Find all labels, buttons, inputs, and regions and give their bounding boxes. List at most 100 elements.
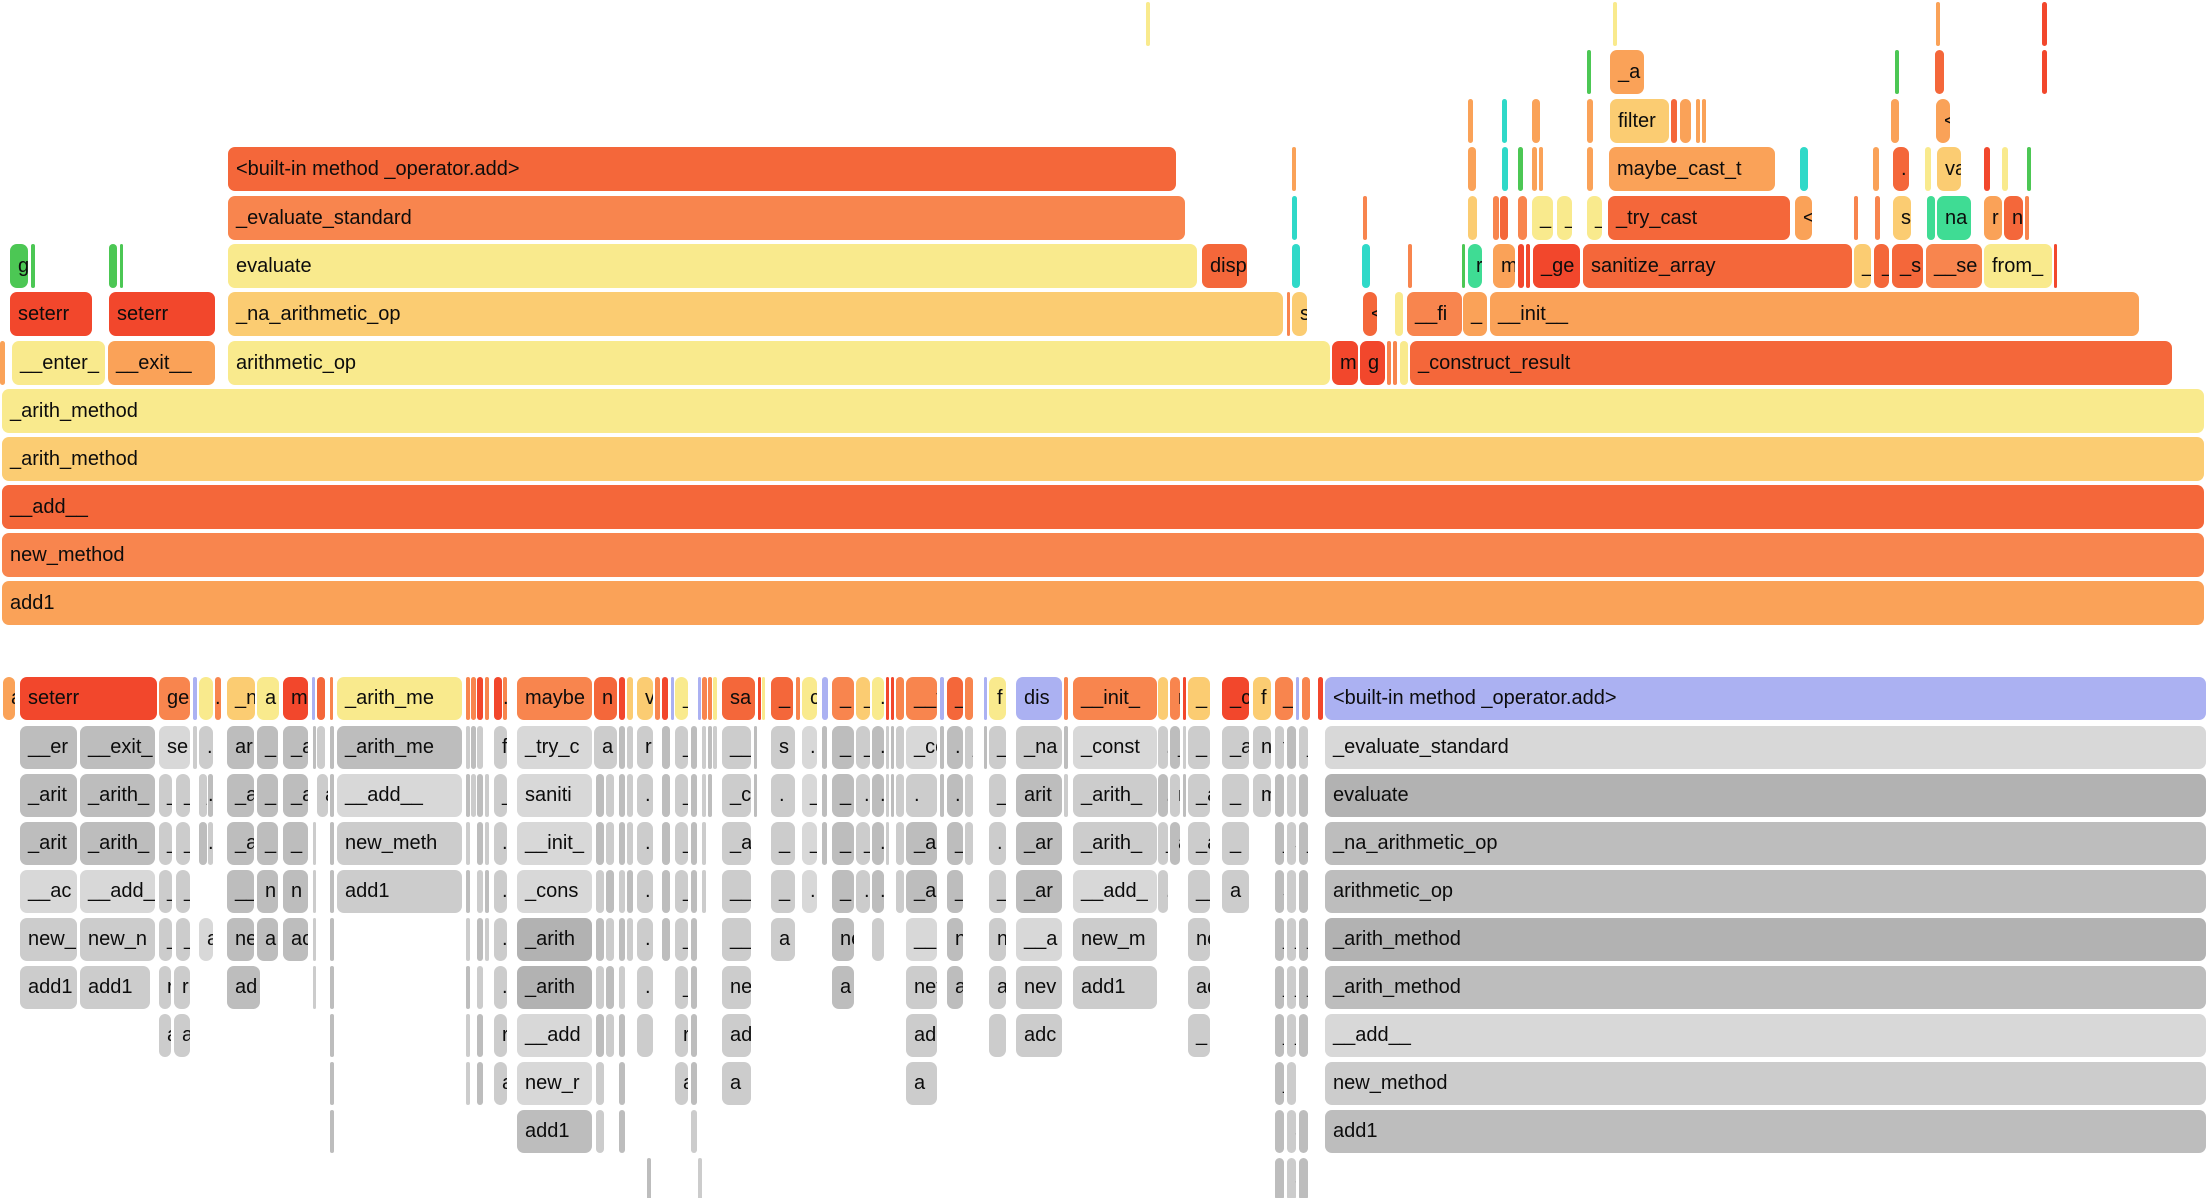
flame-frame-_co[interactable]: _co [906,726,937,769]
flame-frame[interactable] [477,677,483,720]
flame-frame-ne[interactable]: ne [947,918,963,961]
flame-frame-_[interactable]: _ [1299,726,1308,769]
flame-frame-builtinmethod_operatoradd[interactable]: <built-in method _operator.add> [1325,677,2206,720]
flame-frame-_[interactable]: _ [1275,1014,1284,1057]
flame-frame[interactable] [330,822,334,865]
flame-frame-arit[interactable]: arit [1016,774,1062,817]
flame-frame-_[interactable]: _ [1170,726,1180,769]
flame-frame-r[interactable]: r [1287,1062,1296,1105]
flame-frame-_[interactable]: _ [1299,966,1308,1009]
flame-frame-a[interactable]: a [1287,1110,1296,1153]
flame-frame[interactable] [662,918,670,961]
flame-frame[interactable] [671,677,674,720]
flame-frame-_[interactable]: _ [856,822,870,865]
flame-frame[interactable] [940,726,944,769]
flame-frame-[interactable]: . [1158,726,1168,769]
flame-frame-ac[interactable]: ac [283,918,308,961]
flame-frame-_[interactable]: _ [675,918,688,961]
flame-frame-s[interactable]: s [1292,292,1307,336]
flame-frame[interactable] [330,1062,334,1105]
flame-frame[interactable] [822,726,827,769]
flame-frame[interactable] [1539,147,1543,191]
flame-frame-[interactable]: . [208,774,213,817]
flame-frame-_[interactable]: _ [947,870,963,913]
flame-frame-[interactable]: . [1400,341,1408,385]
flame-frame-a[interactable]: a [832,966,854,1009]
flame-frame-[interactable]: . [965,774,973,817]
flame-frame-new_method[interactable]: new_method [1325,1062,2206,1105]
flame-frame-_[interactable]: _ [1874,244,1889,288]
flame-frame-add1[interactable]: add1 [1073,966,1157,1009]
flame-frame-n[interactable]: n [2004,196,2023,240]
flame-frame-_arith_method[interactable]: _arith_method [2,437,2204,481]
flame-frame[interactable] [1183,726,1186,769]
flame-frame-_[interactable]: _ [675,774,688,817]
flame-frame[interactable] [698,1158,702,1198]
flame-frame-_arit[interactable]: _arit [20,774,77,817]
flame-frame-__a[interactable]: __a [1016,918,1062,961]
flame-frame-[interactable]: . [662,822,670,865]
flame-frame[interactable] [313,822,316,865]
flame-frame[interactable] [477,1014,483,1057]
flame-frame-[interactable]: . [1299,774,1308,817]
flame-frame-_a[interactable]: _a [227,774,254,817]
flame-frame-r[interactable]: r [1287,726,1296,769]
flame-frame[interactable] [1696,99,1700,143]
flame-frame[interactable] [2025,196,2029,240]
flame-frame-s[interactable]: s [1275,870,1284,913]
flame-frame-[interactable]: . [856,774,870,817]
flame-frame-_arith_method[interactable]: _arith_method [1325,966,2206,1009]
flame-frame-__[interactable]: __ [1188,870,1210,913]
flame-frame[interactable] [691,726,697,769]
flame-frame-_[interactable]: _ [675,870,688,913]
flame-frame-a[interactable]: a [989,966,1006,1009]
flame-frame-nev[interactable]: nev [1016,966,1062,1009]
flame-frame-_[interactable]: _ [832,726,854,769]
flame-frame-__add_[interactable]: __add_ [80,870,155,913]
flame-frame[interactable] [606,870,614,913]
flame-frame[interactable] [494,677,502,720]
flame-frame[interactable] [1925,147,1931,191]
flame-frame-_[interactable]: _ [1287,966,1296,1009]
flame-frame[interactable] [1587,99,1593,143]
flame-frame-n[interactable]: n [1253,726,1271,769]
flame-frame-_[interactable]: _ [856,677,870,720]
flame-frame[interactable] [477,822,483,865]
flame-frame[interactable] [606,774,614,817]
flame-frame[interactable] [1387,341,1391,385]
flame-frame-v[interactable]: v [637,677,653,720]
flame-frame-new_meth[interactable]: new_meth [337,822,462,865]
flame-frame-_n[interactable]: _n [227,677,255,720]
flame-frame-_ar[interactable]: _ar [1016,870,1062,913]
flame-frame[interactable] [1468,196,1477,240]
flame-frame-a[interactable]: a [257,677,279,720]
flame-frame-_[interactable]: _ [1532,196,1553,240]
flame-frame-_arith_method[interactable]: _arith_method [2,389,2204,433]
flame-frame-__[interactable]: __ [722,870,751,913]
flame-frame[interactable] [466,870,470,913]
flame-frame[interactable] [647,1158,651,1198]
flame-frame[interactable] [466,822,470,865]
flame-frame-_[interactable]: _ [283,822,308,865]
flame-frame-_arith[interactable]: _arith [517,918,592,961]
flame-frame[interactable] [1613,2,1617,46]
flame-frame-__er[interactable]: __er [20,726,77,769]
flame-frame-[interactable]: . [1158,774,1168,817]
flame-frame[interactable] [822,774,827,817]
flame-frame-_a[interactable]: _a [283,726,308,769]
flame-frame[interactable] [1984,147,1990,191]
flame-frame[interactable] [1183,677,1186,720]
flame-frame[interactable] [477,966,483,1009]
flame-frame[interactable] [627,822,633,865]
flame-frame[interactable] [485,870,489,913]
flame-frame[interactable] [313,918,316,961]
flame-frame-add1[interactable]: add1 [337,870,462,913]
flame-frame-r[interactable]: r [317,726,325,769]
flame-frame-m[interactable]: m [1332,341,1358,385]
flame-frame[interactable] [698,677,701,720]
flame-frame[interactable] [627,774,633,817]
flame-frame-__[interactable]: __ [722,726,751,769]
flame-frame[interactable] [596,966,604,1009]
flame-frame-__add_[interactable]: __add_ [1073,870,1157,913]
flame-frame[interactable] [596,870,604,913]
